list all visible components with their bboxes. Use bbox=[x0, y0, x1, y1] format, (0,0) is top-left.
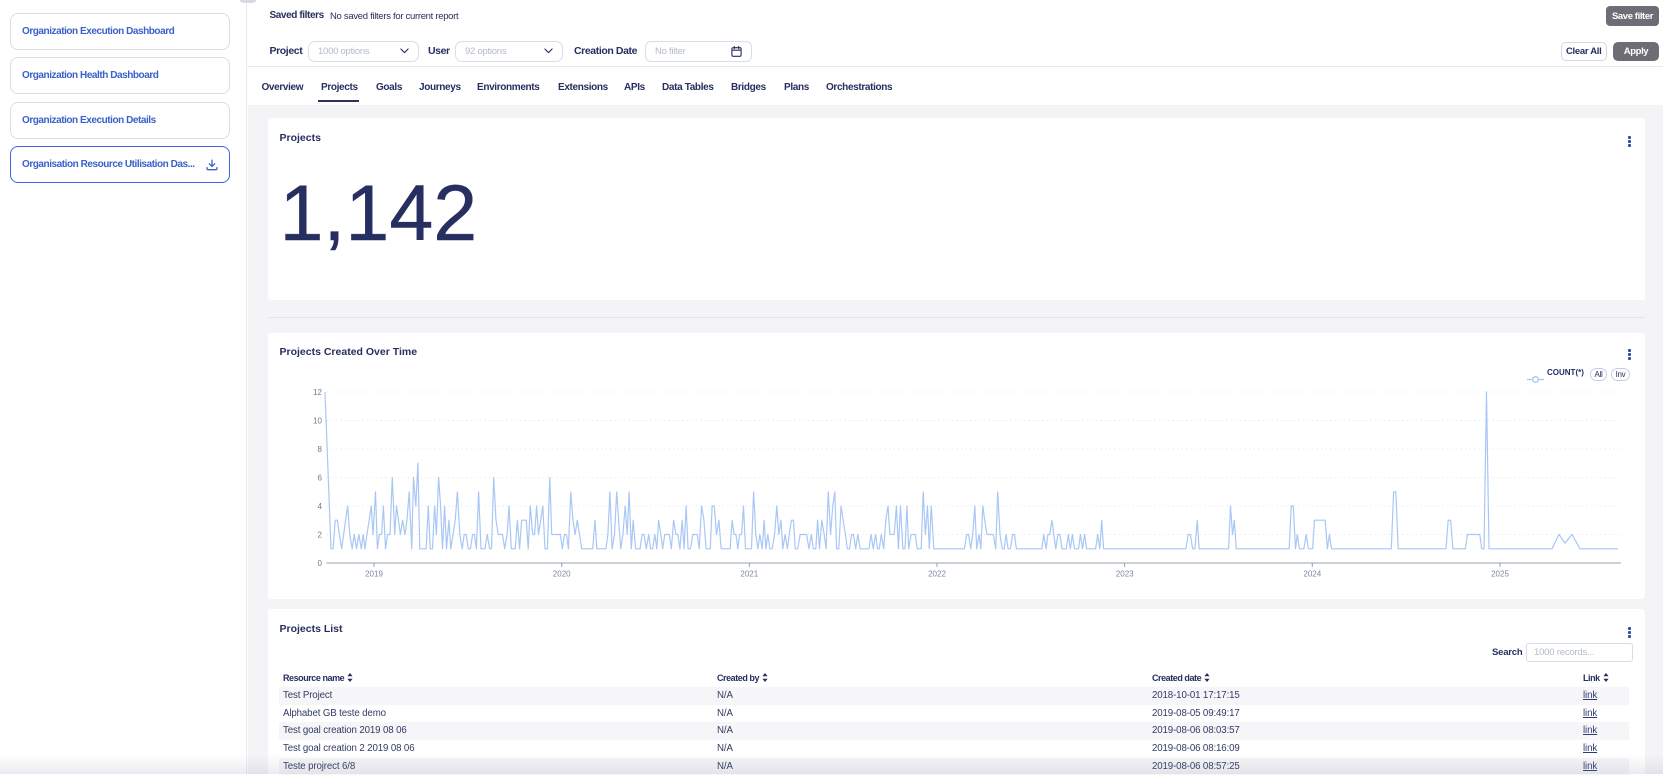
svg-text:0: 0 bbox=[318, 559, 323, 568]
svg-text:2019: 2019 bbox=[365, 570, 383, 579]
svg-text:6: 6 bbox=[318, 473, 323, 482]
svg-text:2025: 2025 bbox=[1491, 570, 1509, 579]
svg-text:2023: 2023 bbox=[1116, 570, 1134, 579]
svg-text:10: 10 bbox=[313, 416, 322, 425]
svg-text:2022: 2022 bbox=[928, 570, 946, 579]
svg-text:12: 12 bbox=[313, 388, 322, 397]
svg-text:2020: 2020 bbox=[553, 570, 571, 579]
svg-text:2024: 2024 bbox=[1303, 570, 1321, 579]
svg-text:2021: 2021 bbox=[740, 570, 758, 579]
svg-text:8: 8 bbox=[318, 445, 323, 454]
svg-text:2: 2 bbox=[318, 530, 323, 539]
svg-text:4: 4 bbox=[318, 502, 323, 511]
